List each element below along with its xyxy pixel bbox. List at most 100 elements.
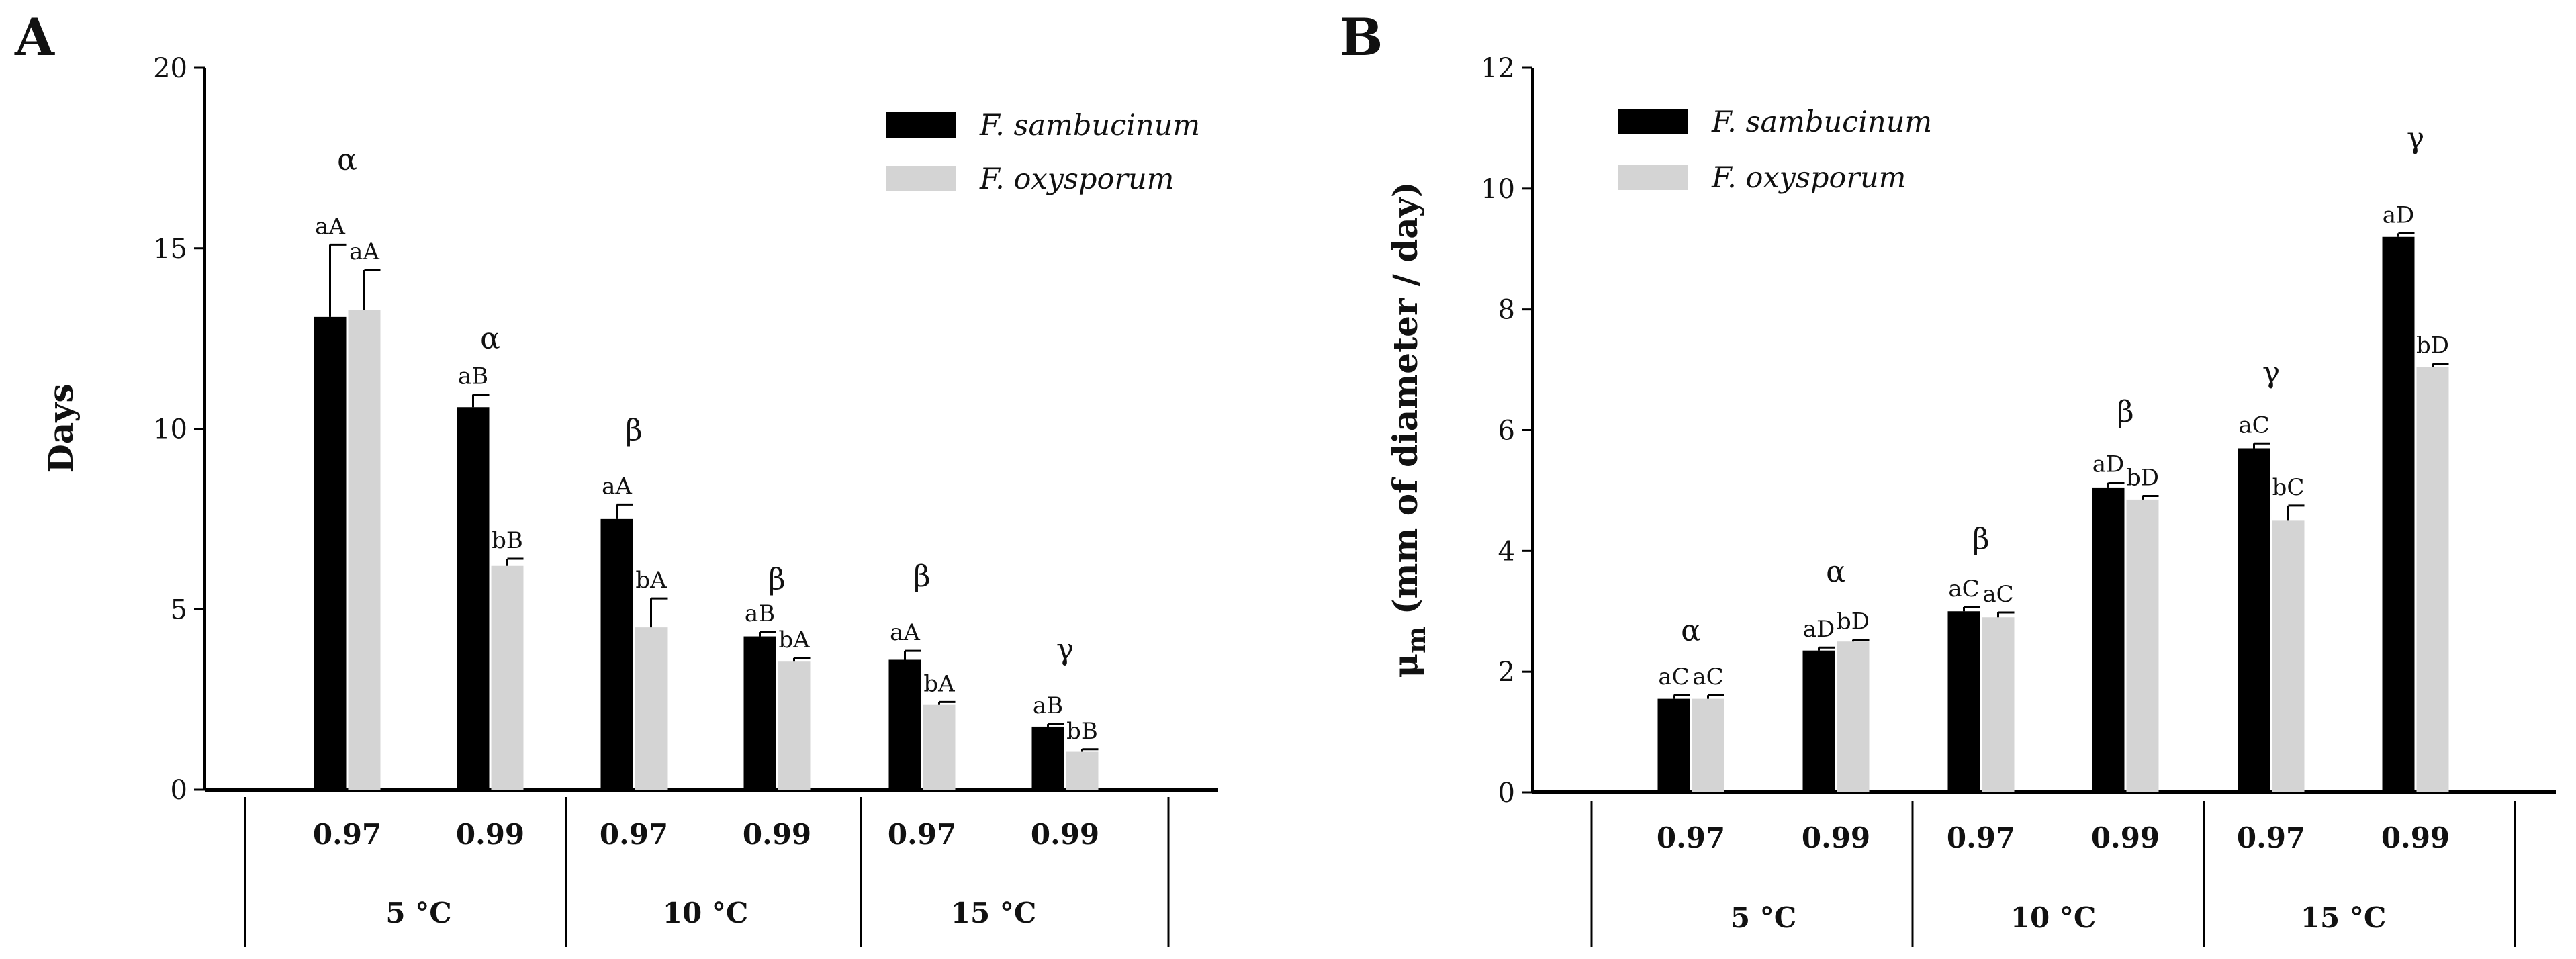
chart-a-bar-sambucinum (888, 659, 921, 790)
chart-b-y-tick-label: 2 (1498, 657, 1515, 688)
chart-a-bar-sambucinum (314, 316, 347, 790)
chart-b-y-tick-label: 6 (1498, 416, 1515, 447)
chart-a-y-tick-label: 20 (153, 53, 187, 84)
chart-a-y-tick-label: 0 (171, 775, 187, 806)
chart-b-aw-label: 0.99 (2091, 821, 2160, 854)
chart-b-y-tick-label: 12 (1481, 53, 1515, 84)
chart-a-significance-label: aA (890, 619, 920, 646)
chart-b-group-letter: α (1681, 613, 1701, 647)
chart-b-bar-sambucinum (2092, 487, 2125, 792)
chart-b-temperature-label: 10 °C (2011, 901, 2097, 934)
chart-b-legend-swatch-sambucinum (1618, 109, 1688, 134)
chart-b-aw-label: 0.97 (1657, 821, 1725, 854)
chart-a-temperature-label: 15 °C (951, 897, 1037, 929)
chart-b-aw-label: 0.99 (2381, 821, 2450, 854)
chart-a-significance-label: aB (458, 363, 488, 390)
chart-a-group-letter: α (337, 142, 357, 177)
chart-a-bar-oxysporum (778, 661, 811, 790)
chart-b-significance-label: bD (2416, 332, 2449, 359)
chart-b-group-letter: α (1826, 555, 1846, 589)
chart-b-bar-sambucinum (1947, 611, 1980, 792)
chart-a-bar-sambucinum (600, 518, 633, 790)
chart-a-bar-oxysporum (1066, 751, 1099, 790)
chart-a-significance-label: aA (602, 473, 632, 500)
chart-a-y-tick-label: 10 (153, 414, 187, 445)
chart-a-group-letter: β (913, 559, 930, 594)
chart-a-significance-label: bA (635, 567, 667, 594)
chart-a-significance-label: aB (745, 600, 775, 627)
chart-a-significance-label: bA (778, 627, 810, 653)
chart-b-legend-label-oxysporum: F. oxysporum (1711, 161, 1906, 195)
chart-a-y-tick-label: 15 (153, 234, 187, 265)
chart-b-bar-sambucinum (2382, 236, 2415, 792)
chart-b-significance-label: aC (1948, 576, 1979, 602)
chart-b-significance-label: bC (2272, 474, 2305, 501)
chart-a-group-letter: γ (1056, 633, 1074, 667)
chart-a-significance-label: aA (349, 238, 379, 265)
chart-a-bar-sambucinum (1031, 726, 1064, 790)
chart-a-aw-label: 0.99 (743, 818, 811, 851)
chart-b-significance-label: aC (1658, 664, 1689, 690)
panel-a-letter: A (14, 7, 55, 67)
chart-a-aw-label: 0.97 (600, 818, 668, 851)
chart-b-y-tick-label: 8 (1498, 295, 1515, 326)
chart-b-legend-label-sambucinum: F. sambucinum (1711, 105, 1932, 139)
chart-b-bar-oxysporum (1692, 698, 1724, 792)
chart-b-aw-label: 0.97 (2237, 821, 2305, 854)
chart-b-group-letter: γ (2407, 121, 2424, 155)
chart-b-significance-label: aD (1803, 616, 1835, 643)
chart-a-aw-label: 0.99 (1031, 818, 1099, 851)
chart-a-bar-oxysporum (923, 704, 956, 790)
chart-b-group-letter: γ (2262, 355, 2280, 390)
chart-b-significance-label: aD (2383, 201, 2415, 228)
chart-a: 0 5 10 15 20 Days aA aB aA aB aA aB aA bB bA bA bA bB α α β β… (41, 53, 1218, 947)
chart-a-legend-swatch-sambucinum (886, 112, 956, 138)
chart-b-bar-sambucinum (1657, 698, 1690, 792)
chart-a-bar-sambucinum (743, 636, 776, 790)
chart-b-significance-label: bD (1837, 608, 1870, 635)
chart-a-significance-label: bB (1066, 718, 1098, 745)
chart-b-aw-label: 0.97 (1947, 821, 2015, 854)
chart-b-aw-label: 0.99 (1802, 821, 1870, 854)
chart-b-significance-label: aC (1982, 581, 2013, 608)
chart-b-y-axis-title: μm (mm of diameter / day) (1385, 182, 1431, 678)
chart-a-legend-label-sambucinum: F. sambucinum (979, 109, 1200, 142)
chart-a-significance-label: bB (492, 527, 523, 554)
chart-a-aw-label: 0.99 (456, 818, 524, 851)
chart-b-bar-oxysporum (2416, 367, 2449, 792)
chart-a-temperature-label: 5 °C (385, 897, 451, 929)
chart-b-bar-oxysporum (1837, 641, 1870, 792)
chart-b-group-letter: β (2117, 395, 2133, 429)
chart-b-temperature-label: 15 °C (2301, 901, 2387, 934)
chart-a-aw-label: 0.97 (313, 818, 381, 851)
chart-b-legend-swatch-oxysporum (1618, 165, 1688, 190)
chart-a-legend-swatch-oxysporum (886, 166, 956, 191)
chart-b-group-letter: β (1972, 522, 1989, 557)
chart-b-bar-oxysporum (2126, 499, 2159, 792)
chart-b-significance-label: bD (2126, 465, 2159, 492)
chart-a-significance-label: bA (923, 670, 955, 697)
chart-b-y-tick-label: 10 (1481, 174, 1515, 205)
chart-a-group-letter: β (768, 562, 785, 596)
chart-b-y-tick-label: 0 (1498, 778, 1515, 809)
chart-a-aw-label: 0.97 (888, 818, 956, 851)
chart-b-bar-sambucinum (1802, 650, 1835, 792)
chart-b-bar-sambucinum (2238, 448, 2270, 792)
chart-a-legend-label-oxysporum: F. oxysporum (979, 163, 1174, 196)
chart-a-bar-sambucinum (457, 407, 490, 790)
chart-a-temperature-label: 10 °C (663, 897, 749, 929)
chart-b-significance-label: aD (2092, 451, 2125, 478)
chart-a-bar-oxysporum (491, 565, 524, 790)
chart-a-significance-label: aA (315, 213, 345, 240)
chart-a-bar-oxysporum (348, 310, 381, 790)
chart-a-y-axis-title: Days (41, 384, 81, 473)
chart-a-significance-label: aB (1033, 692, 1063, 719)
chart-a-bar-oxysporum (635, 627, 668, 790)
chart-b-bar-oxysporum (1982, 617, 2015, 792)
chart-b: 0 2 4 6 8 10 12 μm (mm of diameter / day) aC aD aC… (1385, 53, 2556, 947)
chart-b-temperature-label: 5 °C (1731, 901, 1796, 934)
chart-a-y-tick-label: 5 (171, 594, 187, 625)
chart-b-bar-oxysporum (2272, 520, 2305, 792)
